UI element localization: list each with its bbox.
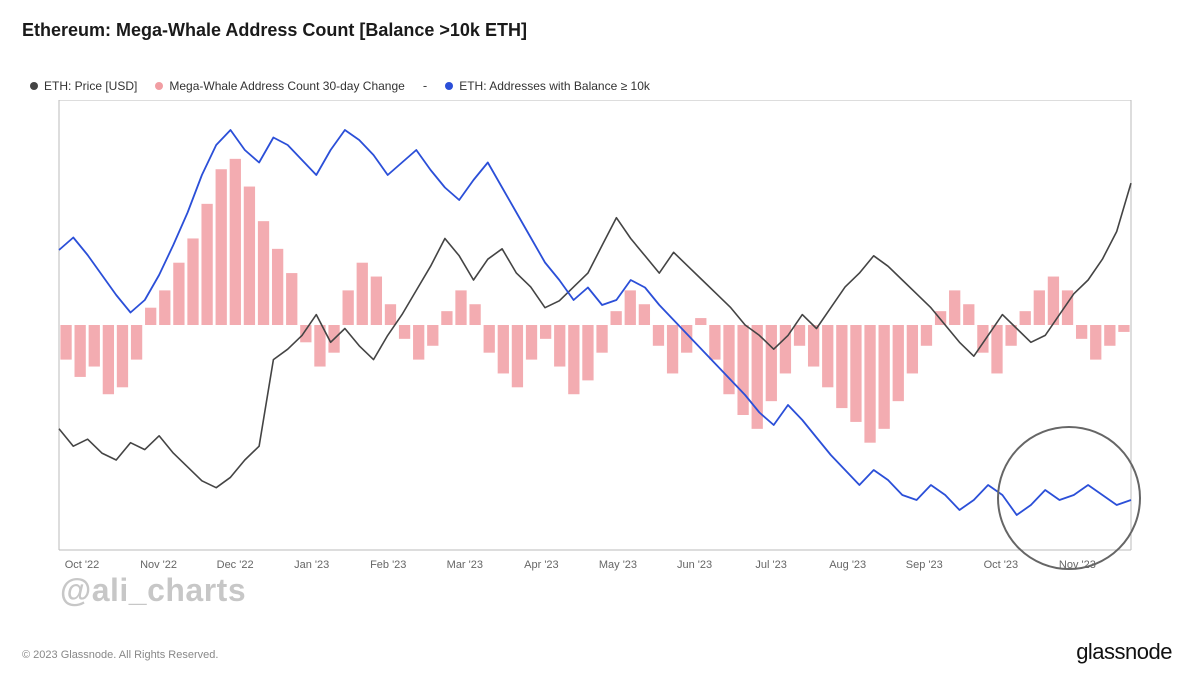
svg-text:May '23: May '23 [599, 559, 637, 571]
svg-text:Jan '23: Jan '23 [294, 559, 329, 571]
legend-change-swatch [155, 82, 163, 90]
legend-change-label: Mega-Whale Address Count 30-day Change [169, 79, 404, 93]
svg-text:Nov '22: Nov '22 [140, 559, 177, 571]
svg-text:Mar '23: Mar '23 [447, 559, 483, 571]
svg-text:Apr '23: Apr '23 [524, 559, 559, 571]
legend-balance-swatch [445, 82, 453, 90]
svg-text:Aug '23: Aug '23 [829, 559, 866, 571]
svg-text:Sep '23: Sep '23 [906, 559, 943, 571]
page: Ethereum: Mega-Whale Address Count [Bala… [0, 0, 1200, 675]
footer-copyright: © 2023 Glassnode. All Rights Reserved. [22, 649, 218, 661]
chart-title: Ethereum: Mega-Whale Address Count [Bala… [22, 20, 527, 41]
svg-text:Jun '23: Jun '23 [677, 559, 712, 571]
footer-brand: glassnode [1076, 639, 1172, 665]
legend-price-label: ETH: Price [USD] [44, 79, 137, 93]
legend-dash: - [423, 78, 427, 93]
legend-change: Mega-Whale Address Count 30-day Change [155, 79, 404, 93]
legend-price-swatch [30, 82, 38, 90]
legend: ETH: Price [USD] Mega-Whale Address Coun… [30, 78, 650, 93]
svg-text:Jul '23: Jul '23 [755, 559, 786, 571]
chart-plot: Oct '22 Nov '22 Dec '22 Jan '23 Feb '23 Mar '… [55, 100, 1135, 580]
legend-balance-label: ETH: Addresses with Balance ≥ 10k [459, 79, 650, 93]
svg-text:Dec '22: Dec '22 [217, 559, 254, 571]
svg-text:Feb '23: Feb '23 [370, 559, 406, 571]
svg-text:Oct '22: Oct '22 [65, 559, 100, 571]
svg-text:Oct '23: Oct '23 [984, 559, 1019, 571]
legend-price: ETH: Price [USD] [30, 79, 137, 93]
svg-text:Nov '23: Nov '23 [1059, 559, 1096, 571]
legend-balance: ETH: Addresses with Balance ≥ 10k [445, 79, 650, 93]
